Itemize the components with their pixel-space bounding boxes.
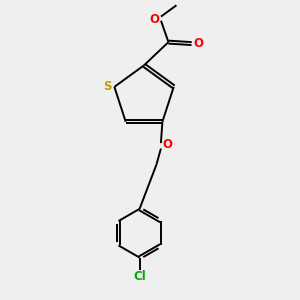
Text: O: O — [163, 138, 172, 151]
Text: O: O — [149, 13, 160, 26]
Text: O: O — [193, 37, 203, 50]
Text: Cl: Cl — [133, 270, 146, 284]
Text: S: S — [103, 80, 112, 93]
